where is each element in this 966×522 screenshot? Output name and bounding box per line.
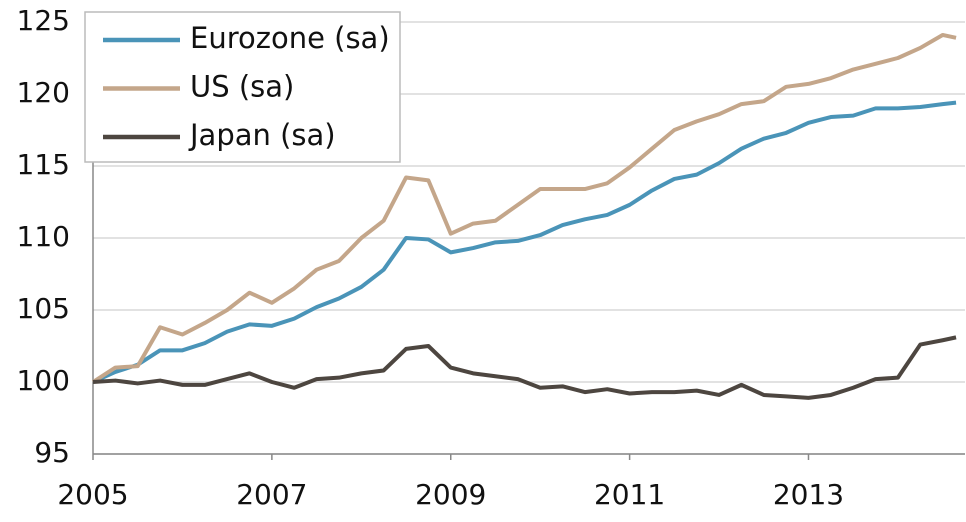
series-line: [91, 32, 957, 384]
y-tick-label: 95: [34, 436, 70, 469]
y-tick-label: 120: [17, 76, 70, 109]
y-tick-label: 125: [17, 4, 70, 37]
x-tick-label: 2009: [415, 478, 486, 511]
x-tick-label: 2005: [57, 478, 128, 511]
y-tick-label: 110: [17, 220, 70, 253]
y-tick-label: 105: [17, 292, 70, 325]
series-line: [92, 100, 957, 384]
series-line: [92, 335, 957, 400]
y-tick-label: 115: [17, 148, 70, 181]
x-tick-label: 2007: [236, 478, 307, 511]
x-tick-label: 2011: [594, 478, 665, 511]
legend-label: Japan (sa): [188, 118, 336, 152]
x-tick-label: 2013: [773, 478, 844, 511]
y-tick-label: 100: [17, 364, 70, 397]
legend-label: US (sa): [190, 70, 294, 104]
legend-label: Eurozone (sa): [190, 21, 390, 55]
